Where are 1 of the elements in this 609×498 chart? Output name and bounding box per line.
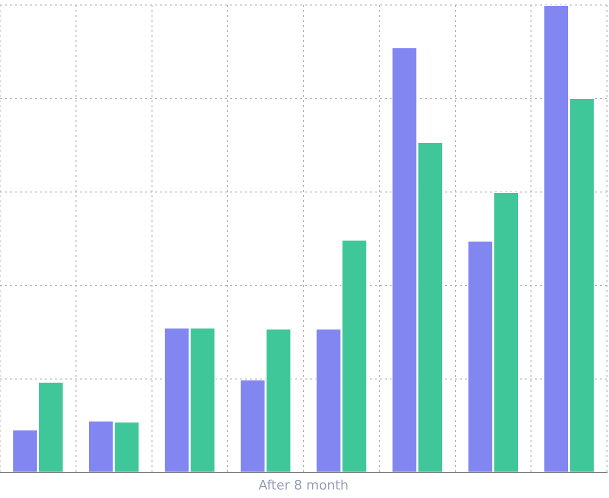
x-axis-title: After 8 month — [258, 478, 348, 494]
